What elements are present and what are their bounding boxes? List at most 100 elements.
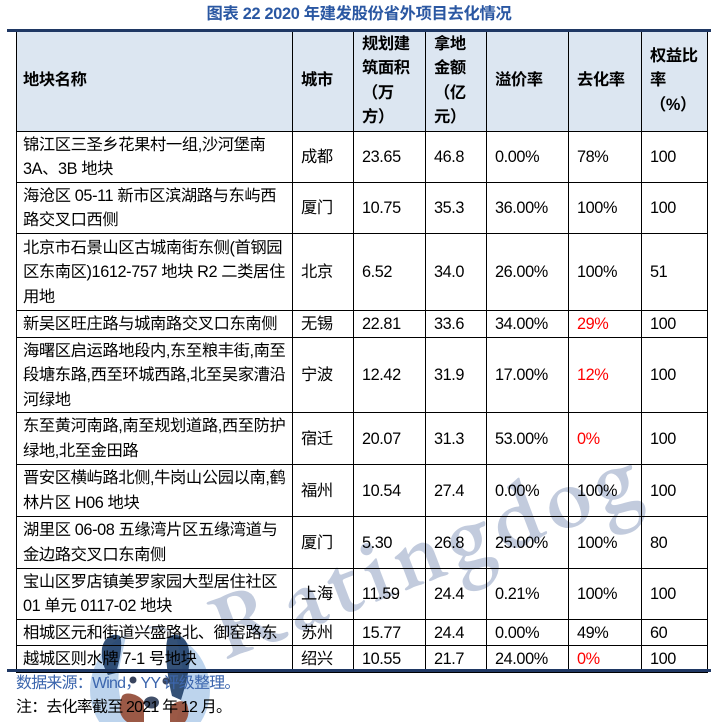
plot-name-line: 相城区元和街道兴盛路北、御窑路东: [23, 623, 278, 642]
absorption-value: 100%: [577, 533, 618, 552]
cell-area: 15.77: [353, 618, 426, 647]
premium-value: 53.00%: [495, 429, 548, 448]
absorption-value: 49%: [577, 623, 609, 642]
cell-equity: 100: [641, 130, 708, 183]
cell-name: 海沧区 05-11 新市区滨湖路与东屿西 路交叉口西侧: [16, 181, 293, 235]
equity-value: 100: [650, 481, 676, 500]
absorption-value: 29%: [577, 314, 609, 333]
city-value: 厦门: [301, 533, 333, 552]
cell-premium: 24.00%: [486, 645, 569, 674]
table-row: 相城区元和街道兴盛路北、御窑路东 苏州 15.77 24.4 0.00% 49%…: [16, 618, 708, 647]
cell-city: 福州: [292, 463, 354, 518]
table-row: 锦江区三圣乡花果村一组,沙河堡南 3A、3B 地块 成都 23.65 46.8 0…: [16, 130, 708, 183]
header-line: 拿地: [434, 34, 466, 53]
premium-value: 24.00%: [495, 650, 548, 669]
plot-name-line: 晋安区横屿路北侧,牛岗山公园以南,鹤: [23, 469, 286, 488]
absorption-value: 12%: [577, 366, 609, 385]
city-value: 北京: [301, 263, 333, 282]
equity-value: 100: [650, 366, 676, 385]
premium-value: 26.00%: [495, 263, 548, 282]
header-line: 方）: [362, 108, 394, 127]
city-value: 苏州: [301, 623, 333, 642]
cell-area: 23.65: [353, 130, 426, 183]
cell-absorption: 0%: [568, 645, 642, 674]
cell-name: 宝山区罗店镇美罗家园大型居住社区 01 单元 0117-02 地块: [16, 567, 293, 620]
city-value: 绍兴: [301, 650, 333, 669]
cell-absorption: 0%: [568, 412, 642, 465]
amount-value: 46.8: [434, 147, 465, 166]
premium-value: 0.00%: [495, 623, 540, 642]
col-header-city: 城市: [292, 29, 354, 132]
cell-amount: 24.4: [425, 567, 487, 620]
col-header-absorption: 去化率: [568, 29, 642, 132]
table-row: 北京市石景山区古城南街东侧(首钢园 区东南区)1612-757 地块 R2 二类居…: [16, 233, 708, 311]
amount-value: 24.4: [434, 623, 465, 642]
header-line: 溢价率: [495, 71, 543, 90]
cell-premium: 25.00%: [486, 516, 569, 569]
cell-city: 宿迁: [292, 412, 354, 465]
cell-premium: 0.00%: [486, 463, 569, 518]
cell-city: 苏州: [292, 618, 354, 647]
table-row: 越城区则水牌 7-1 号地块 绍兴 10.55 21.7 24.00% 0% 1…: [16, 645, 708, 674]
premium-value: 25.00%: [495, 533, 548, 552]
cell-name: 锦江区三圣乡花果村一组,沙河堡南 3A、3B 地块: [16, 130, 293, 183]
area-value: 5.30: [362, 533, 393, 552]
header-line: （万: [362, 83, 394, 102]
plot-name-line: 北京市石景山区古城南街东侧(首钢园: [23, 238, 283, 257]
data-source-note: 数据来源：Wind，YY 评级整理。: [16, 675, 240, 692]
col-header-equity: 权益比率 （%）: [641, 29, 708, 132]
cell-absorption: 100%: [568, 181, 642, 235]
cell-name: 东至黄河南路,南至规划道路,西至防护 绿地,北至金田路: [16, 412, 293, 465]
plot-name-line: 新吴区旺庄路与城南路交叉口东南侧: [23, 314, 278, 333]
cell-amount: 34.0: [425, 233, 487, 311]
area-value: 11.59: [362, 584, 400, 603]
cell-amount: 31.3: [425, 412, 487, 465]
cell-city: 厦门: [292, 181, 354, 235]
cell-equity: 51: [641, 233, 708, 311]
absorption-value: 100%: [577, 263, 618, 282]
cell-premium: 26.00%: [486, 233, 569, 311]
cell-area: 12.42: [353, 336, 426, 414]
plot-name-line: 湖里区 06-08 五缘湾片区五缘湾道与: [23, 521, 278, 540]
cell-name: 湖里区 06-08 五缘湾片区五缘湾道与 金边路交叉口东南侧: [16, 516, 293, 569]
absorption-value: 100%: [577, 481, 618, 500]
cell-name: 北京市石景山区古城南街东侧(首钢园 区东南区)1612-757 地块 R2 二类居…: [16, 233, 293, 311]
plot-name-line: 宝山区罗店镇美罗家园大型居住社区: [23, 572, 278, 591]
cell-city: 绍兴: [292, 645, 354, 674]
col-header-amount: 拿地 金额 （亿 元）: [425, 29, 487, 132]
cell-absorption: 29%: [568, 309, 642, 338]
premium-value: 0.00%: [495, 481, 540, 500]
cell-premium: 53.00%: [486, 412, 569, 465]
cell-city: 成都: [292, 130, 354, 183]
amount-value: 21.7: [434, 650, 465, 669]
header-line: 权益比: [650, 46, 698, 65]
cell-area: 5.30: [353, 516, 426, 569]
cell-equity: 100: [641, 336, 708, 414]
premium-value: 17.00%: [495, 366, 548, 385]
area-value: 20.07: [362, 429, 401, 448]
cell-equity: 100: [641, 412, 708, 465]
cell-name: 越城区则水牌 7-1 号地块: [16, 645, 293, 674]
cell-equity: 80: [641, 516, 708, 569]
amount-value: 34.0: [434, 263, 465, 282]
cell-premium: 34.00%: [486, 309, 569, 338]
plot-name-line: 用地: [23, 287, 55, 306]
projects-table: 地块名称 城市 规划建 筑面积 （万 方） 拿地 金额 （亿 元） 溢价率 去化率 权益比率…: [16, 29, 708, 674]
equity-value: 100: [650, 147, 676, 166]
cell-name: 晋安区横屿路北侧,牛岗山公园以南,鹤 林片区 H06 地块: [16, 463, 293, 518]
cell-absorption: 100%: [568, 516, 642, 569]
cell-absorption: 78%: [568, 130, 642, 183]
area-value: 22.81: [362, 314, 401, 333]
figure-title: 图表 22 2020 年建发股份省外项目去化情况: [206, 5, 512, 23]
absorption-value: 100%: [577, 199, 618, 218]
header-line: 金额: [434, 59, 466, 78]
table-row: 晋安区横屿路北侧,牛岗山公园以南,鹤 林片区 H06 地块 福州 10.54 27…: [16, 463, 708, 518]
cell-equity: 100: [641, 181, 708, 235]
equity-value: 60: [650, 623, 668, 642]
amount-value: 26.8: [434, 533, 465, 552]
cell-premium: 0.00%: [486, 618, 569, 647]
city-value: 成都: [301, 147, 333, 166]
equity-value: 100: [650, 650, 676, 669]
plot-name-line: 锦江区三圣乡花果村一组,沙河堡南: [23, 135, 266, 154]
cell-amount: 46.8: [425, 130, 487, 183]
